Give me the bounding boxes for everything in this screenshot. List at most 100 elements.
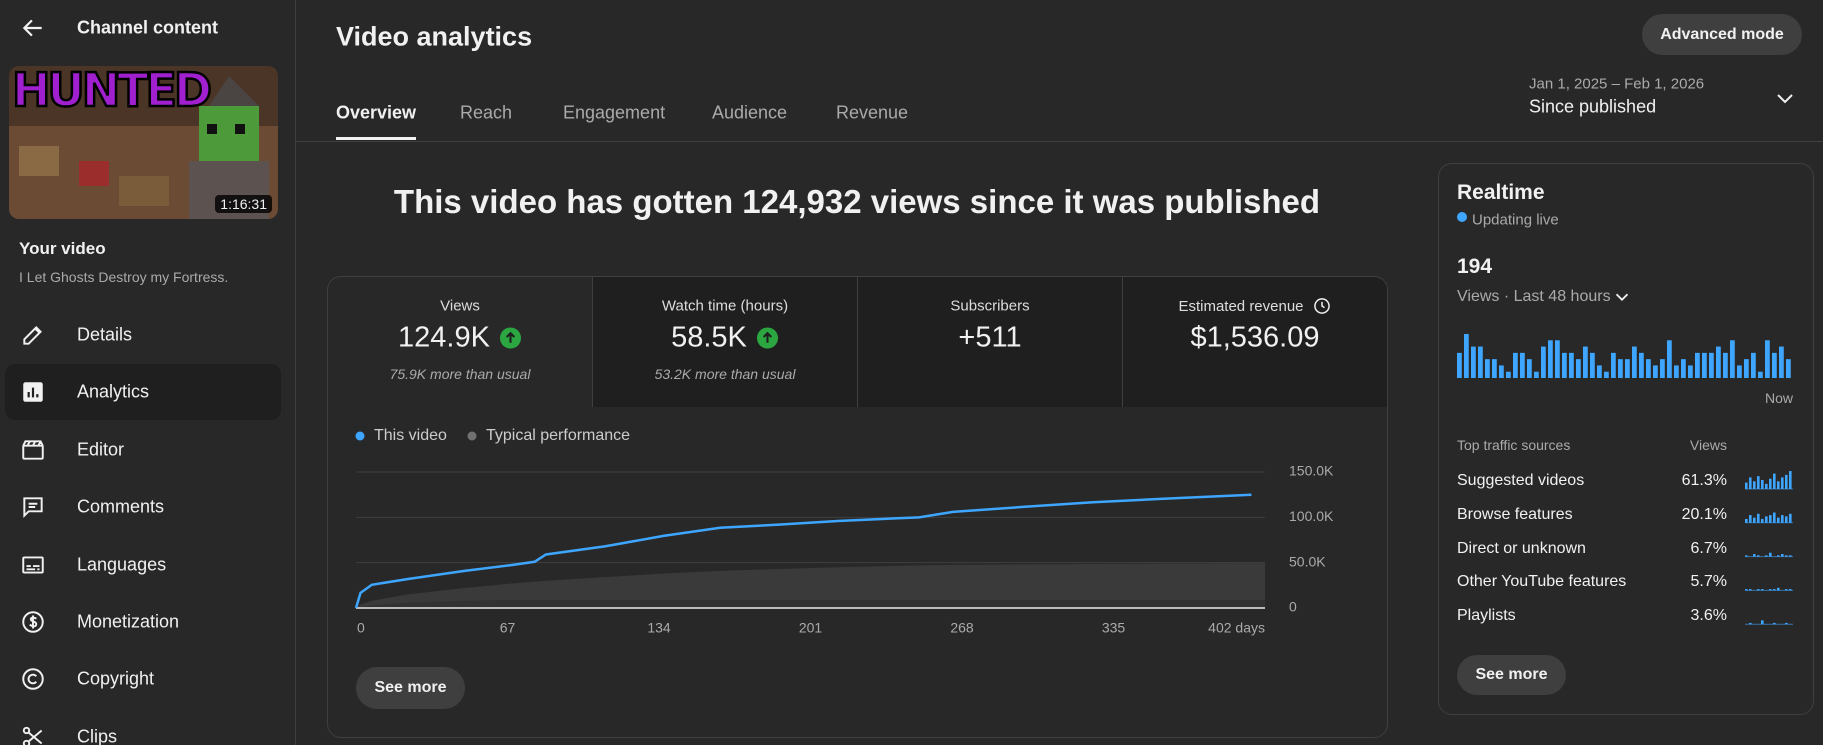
nav-label: Editor <box>77 439 125 460</box>
traffic-share: 6.7% <box>1690 539 1727 557</box>
nav-icon-part <box>22 444 44 460</box>
metric-note: 53.2K more than usual <box>654 366 796 382</box>
page-title: Video analytics <box>336 21 533 52</box>
chevron <box>1615 293 1628 302</box>
nav-label: Languages <box>77 554 167 575</box>
realtime-period-label: Views · Last 48 hours <box>1457 288 1611 305</box>
art-goblin-hat <box>209 76 259 106</box>
realtime-status: Updating live <box>1472 211 1559 229</box>
tab[interactable]: Engagement <box>563 102 666 123</box>
nav-icon <box>23 382 43 403</box>
metric-value-row: 124.9K <box>328 322 592 355</box>
thumbnail-art: HUNTED <box>9 66 278 219</box>
overview-card: Views 124.9K 75.9K more than usual Watch ti… <box>327 276 1388 738</box>
art-goblin-eye <box>235 124 245 134</box>
chevron <box>1777 94 1793 104</box>
nav-icon-part <box>22 726 31 734</box>
metric-value: $1,536.09 <box>1190 321 1320 354</box>
nav-icon-part <box>22 611 44 633</box>
header-divider <box>296 141 1823 142</box>
date-range: Jan 1, 2025 – Feb 1, 2026 <box>1529 75 1705 93</box>
art-tile <box>19 146 59 176</box>
nav-icon <box>22 440 44 460</box>
metric-label-row: Watch time (hours) <box>593 298 857 315</box>
nav-icon-part <box>22 668 44 691</box>
traffic-source: Browse features <box>1457 505 1573 523</box>
nav-icon-part <box>23 497 43 519</box>
metric-tile[interactable]: Estimated revenue $1,536.09 <box>1123 277 1387 407</box>
nav-item[interactable]: Clips <box>5 709 281 745</box>
realtime-card <box>1438 163 1814 715</box>
advanced-mode-button[interactable]: Advanced mode <box>1642 14 1802 55</box>
nav-icon <box>22 556 44 574</box>
nav-item[interactable]: Monetization <box>5 594 281 650</box>
video-title: I Let Ghosts Destroy my Fortress. <box>19 269 229 285</box>
nav-item[interactable]: Editor <box>5 422 281 478</box>
nav-item[interactable]: Details <box>5 307 281 363</box>
tab-underline <box>336 137 416 140</box>
video-thumbnail[interactable]: HUNTED 1:16:31 <box>9 66 278 219</box>
nav-icon-part <box>22 739 31 745</box>
trend-up-icon <box>756 327 778 349</box>
clock-icon-part <box>1313 298 1330 314</box>
metric-value-row: 58.5K <box>593 322 857 355</box>
video-duration: 1:16:31 <box>215 195 272 213</box>
nav-icon-part <box>22 726 43 745</box>
realtime-period[interactable]: Views · Last 48 hours <box>1457 286 1633 308</box>
traffic-share: 5.7% <box>1690 573 1727 591</box>
nav-icon-part <box>26 564 40 570</box>
art-tile <box>119 176 169 206</box>
traffic-views-header: Views <box>1689 437 1727 453</box>
traffic-share: 20.1% <box>1681 505 1727 523</box>
trend-up-icon-part <box>762 331 772 343</box>
date-period[interactable]: Since published <box>1529 96 1657 117</box>
realtime-axis-end: Now <box>1764 390 1793 406</box>
metric-tile[interactable]: Views 124.9K 75.9K more than usual <box>328 277 593 407</box>
metric-tile[interactable]: Watch time (hours) 58.5K 53.2K more than u… <box>593 277 858 407</box>
nav-label: Details <box>77 324 133 345</box>
nav-icon-part <box>22 668 44 691</box>
metric-label: Subscribers <box>950 297 1030 315</box>
video-heading: Your video <box>19 239 106 258</box>
nav-icon-part <box>29 615 38 629</box>
metric-tile[interactable]: Subscribers +511 <box>858 277 1123 407</box>
tab[interactable]: Reach <box>460 102 513 123</box>
headline: This video has gotten 124,932 views sinc… <box>393 183 1321 220</box>
traffic-source: Suggested videos <box>1457 472 1585 489</box>
nav-item[interactable]: Languages <box>5 537 281 593</box>
nav-icon-part <box>23 326 42 345</box>
trend-up-icon-part <box>505 331 516 343</box>
nav-icon <box>22 668 44 691</box>
date-dropdown[interactable] <box>1773 86 1797 110</box>
nav-icon-part <box>28 729 43 745</box>
nav-item[interactable]: Comments <box>5 479 281 535</box>
trend-up-icon <box>499 327 521 349</box>
tab[interactable]: Overview <box>336 102 417 123</box>
metric-label-row: Views <box>328 298 592 315</box>
nav-icon <box>22 611 44 633</box>
nav-icon-part <box>27 388 39 398</box>
metric-label-row: Subscribers <box>858 298 1122 315</box>
nav-label: Monetization <box>77 611 180 632</box>
traffic-header: Top traffic sources <box>1457 437 1571 453</box>
tab[interactable]: Revenue <box>836 102 909 123</box>
see-more-button[interactable]: See more <box>356 667 465 709</box>
back-arrow <box>22 19 42 37</box>
live-dot <box>1457 212 1467 222</box>
nav-icon <box>23 326 42 345</box>
traffic-share: 3.6% <box>1690 607 1727 625</box>
metric-value-row: +511 <box>858 322 1122 355</box>
metric-label: Views <box>440 297 480 315</box>
nav-icon <box>22 726 43 745</box>
traffic-share: 61.3% <box>1681 472 1727 489</box>
nav-label: Copyright <box>77 668 155 689</box>
realtime-see-more[interactable]: See more <box>1457 655 1566 695</box>
realtime-title: Realtime <box>1457 181 1545 204</box>
tab[interactable]: Audience <box>712 102 788 123</box>
nav-label: Comments <box>77 496 165 517</box>
nav-icon-part <box>23 497 43 519</box>
clock-icon <box>1313 298 1330 314</box>
nav-item[interactable]: Analytics <box>5 364 281 421</box>
nav-item[interactable]: Copyright <box>5 651 281 707</box>
back-button[interactable] <box>20 15 46 41</box>
